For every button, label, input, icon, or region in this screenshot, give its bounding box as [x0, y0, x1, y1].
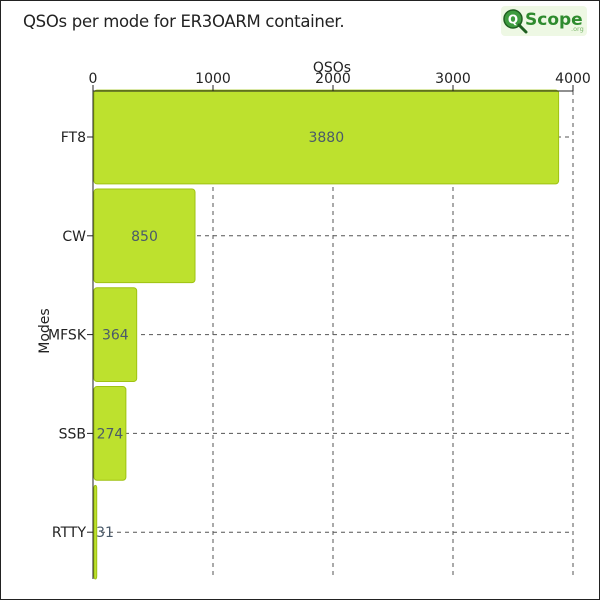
- y-tick-label: CW: [62, 229, 86, 245]
- bar: [93, 287, 138, 382]
- x-tick-label: 2000: [315, 71, 351, 87]
- y-tick-label: FT8: [61, 130, 86, 146]
- bar: [93, 188, 196, 284]
- x-tick-label: 4000: [555, 71, 591, 87]
- magnifier-q-icon: Q: [503, 9, 528, 34]
- bar: [93, 89, 560, 185]
- x-tick-label: 3000: [435, 71, 471, 87]
- axis-layer: 0 1000 2000 3000 4000 FT8 CW MFSK SSB RTTY: [48, 71, 591, 579]
- logo-main-text: Scope: [525, 10, 583, 30]
- y-tick-label: RTTY: [52, 525, 87, 541]
- bar-value-label: 274: [97, 426, 124, 442]
- x-axis-label: QSOs: [313, 60, 351, 76]
- bar-value-label: 364: [102, 328, 129, 344]
- y-axis-label: Modes: [37, 308, 53, 353]
- x-tick-label: 1000: [195, 71, 231, 87]
- svg-text:Q: Q: [508, 13, 518, 27]
- bar: [93, 484, 98, 580]
- bar-value-label: 31: [96, 525, 114, 541]
- bar-layer: 3880 850 364 274 31: [93, 89, 560, 580]
- bar: [93, 386, 127, 481]
- y-tick-label: MFSK: [48, 328, 87, 344]
- bar-value-label: 850: [131, 229, 158, 245]
- chart-title: QSOs per mode for ER3OARM container.: [23, 12, 345, 31]
- x-tick-label: 0: [89, 71, 98, 87]
- y-tick-label: SSB: [59, 426, 86, 442]
- logo-suffix-text: .org: [571, 25, 584, 33]
- bar-value-label: 3880: [308, 130, 344, 146]
- qscope-logo: Q Scope .org: [501, 6, 587, 36]
